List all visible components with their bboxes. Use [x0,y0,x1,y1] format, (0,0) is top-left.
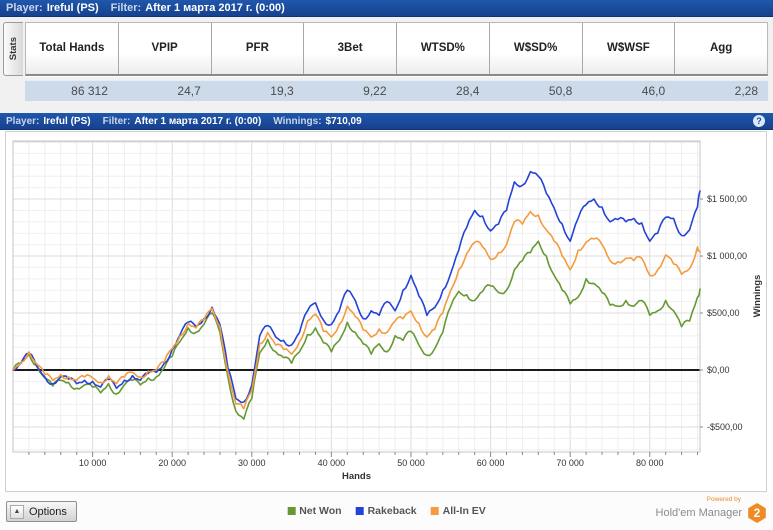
svg-text:$1 500,00: $1 500,00 [707,194,747,204]
player-name: Ireful (PS) [43,115,91,127]
svg-text:80 000: 80 000 [636,458,664,468]
stats-section: Stats Total Hands VPIP PFR 3Bet WTSD% W$SD% W$… [0,17,773,113]
svg-text:$1 000,00: $1 000,00 [707,251,747,261]
stat-header-0[interactable]: Total Hands [26,23,119,74]
stat-value-2: 19,3 [270,84,294,98]
stat-value-0: 86 312 [71,84,108,98]
legend-swatch-icon [355,507,364,515]
stat-header-4[interactable]: WTSD% [397,23,490,74]
footer-bar: ▲ Options Net Won Rakeback All-In EV Power… [0,492,773,530]
winnings-value: $710,09 [325,115,362,127]
legend-label: Rakeback [367,505,417,517]
options-button-label: Options [29,505,67,518]
svg-text:20 000: 20 000 [158,458,186,468]
help-icon[interactable]: ? [753,115,765,127]
brand-block: Powered by Hold'em Manager 2 [656,496,767,523]
player-label: Player: [6,115,40,127]
filter-value: After 1 марта 2017 г. (0:00) [145,2,285,14]
svg-text:40 000: 40 000 [318,458,346,468]
svg-text:$500,00: $500,00 [707,308,740,318]
brand-name: Hold'em Manager [655,507,742,519]
stat-value-4: 28,4 [456,84,480,98]
winnings-chart-panel [5,131,767,492]
stat-header-1[interactable]: VPIP [119,23,212,74]
tab-stats[interactable]: Stats [3,22,23,76]
legend-swatch-icon [287,507,296,515]
winnings-label: Winnings: [273,115,322,127]
stat-header-2[interactable]: PFR [212,23,305,74]
stat-header-7[interactable]: Agg [709,42,733,55]
legend-label: All-In EV [442,505,486,517]
stat-value-3: 9,22 [363,84,387,98]
svg-text:Winnings: Winnings [752,275,763,318]
chart-title-bar: Player: Ireful (PS) Filter: After 1 март… [0,113,773,130]
hm2-logo-icon: 2 [748,503,766,523]
legend-label: Net Won [299,505,342,517]
main-title-bar: Player: Ireful (PS) Filter: After 1 март… [0,0,773,17]
stat-value-6: 46,0 [641,84,666,98]
stat-header-3[interactable]: 3Bet [304,23,397,74]
legend-swatch-icon [430,507,439,515]
filter-label: Filter: [102,115,131,127]
stat-header-5[interactable]: W$SD% [490,23,583,74]
filter-label: Filter: [110,2,142,14]
svg-text:60 000: 60 000 [477,458,505,468]
powered-by-text: Powered by [706,496,741,503]
svg-text:10 000: 10 000 [79,458,107,468]
stat-value-7: 2,28 [734,84,758,98]
player-name: Ireful (PS) [46,2,99,14]
legend-item-rakeback[interactable]: Rakeback [355,505,417,517]
chevron-up-icon: ▲ [10,504,24,519]
stat-value-5: 50,8 [548,84,573,98]
winnings-line-chart: 10 000 20 000 30 000 40 000 50 000 60 000 70 0… [12,140,763,482]
filter-value: After 1 марта 2017 г. (0:00) [134,115,262,127]
stat-value-1: 24,7 [177,84,201,98]
options-button[interactable]: ▲ Options [6,501,77,522]
player-label: Player: [6,2,43,14]
chart-legend: Net Won Rakeback All-In EV [287,505,486,517]
svg-text:$0,00: $0,00 [707,365,730,375]
legend-item-all-in-ev[interactable]: All-In EV [430,505,486,517]
stats-header-row: Total Hands VPIP PFR 3Bet WTSD% W$SD% W$WSF Agg [25,22,768,76]
svg-text:-$500,00: -$500,00 [707,422,743,432]
legend-item-net-won[interactable]: Net Won [287,505,342,517]
svg-text:70 000: 70 000 [556,458,584,468]
stat-header-6[interactable]: W$WSF [583,23,676,74]
stats-values-row: 86 312 24,7 19,3 9,22 28,4 50,8 46,0 2,28 [25,80,768,101]
svg-text:Hands: Hands [342,471,371,482]
svg-text:30 000: 30 000 [238,458,266,468]
svg-text:50 000: 50 000 [397,458,425,468]
